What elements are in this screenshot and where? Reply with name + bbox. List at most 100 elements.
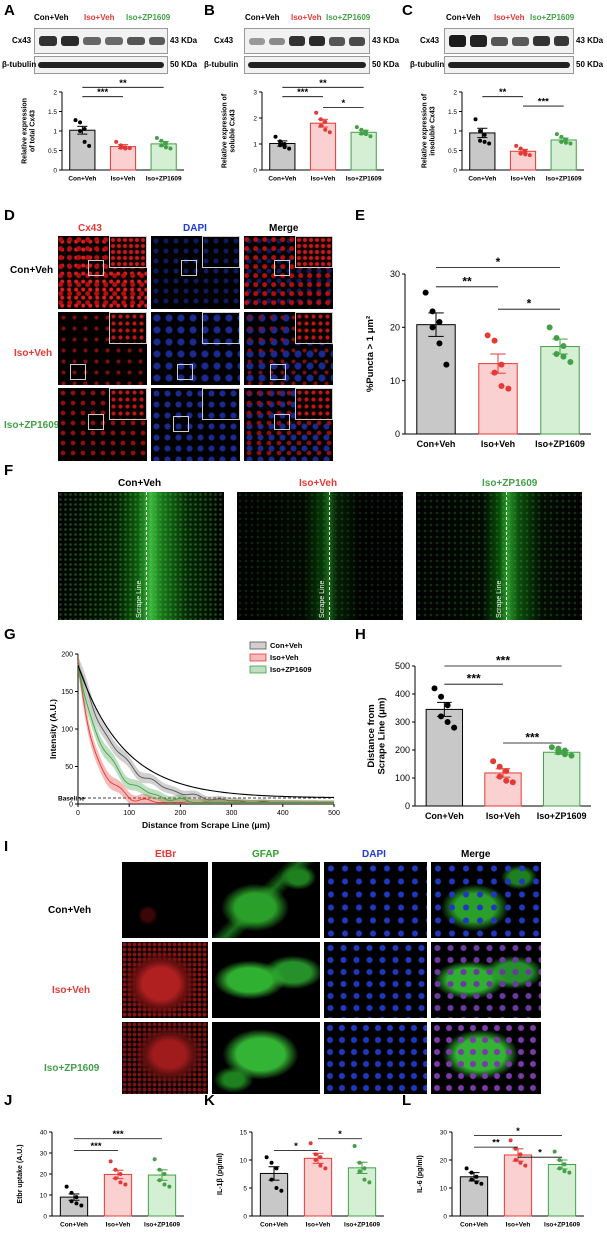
panel-label-k: K <box>204 1092 215 1109</box>
bar <box>69 129 96 171</box>
data-point <box>513 1158 518 1162</box>
data-point <box>162 1182 167 1187</box>
series-line <box>77 664 334 803</box>
x-tick-label: 400 <box>277 810 289 817</box>
panel-label-i: I <box>4 838 9 855</box>
bar <box>484 772 522 807</box>
data-point <box>548 744 555 751</box>
panel-label-f: F <box>4 462 14 479</box>
data-point <box>78 120 83 125</box>
legend-swatch <box>249 653 267 662</box>
y-tick-label: 1 <box>453 128 457 135</box>
y-tick-label: 0 <box>395 429 400 439</box>
data-point <box>367 1180 372 1185</box>
y-axis-label-line: Relative expression of <box>221 93 228 168</box>
data-point <box>79 1203 84 1208</box>
scrape-image-iso-zp1609: Scrape Line <box>416 492 582 620</box>
column-header-merge: Merge <box>269 223 299 234</box>
significance-label: * <box>516 1126 520 1137</box>
data-point <box>167 1184 172 1189</box>
bar <box>459 1176 489 1217</box>
scrape-title-iso-veh: Iso+Veh <box>299 478 338 489</box>
column-header-cx43: Cx43 <box>78 223 102 234</box>
y-tick-label: 1.5 <box>448 109 457 116</box>
data-point <box>503 777 510 784</box>
data-point <box>114 139 119 144</box>
scrape-title-iso-zp1609: Iso+ZP1609 <box>482 478 538 489</box>
panel-label-a: A <box>4 2 15 19</box>
significance-label: ** <box>492 1138 500 1149</box>
x-tick-label: 300 <box>226 810 238 817</box>
panel-label-d: D <box>4 207 15 224</box>
y-axis-label: Relative expressionof total Cx43 <box>21 98 36 164</box>
blot-group-label: Con+Veh <box>34 13 69 22</box>
legend-swatch <box>249 665 267 674</box>
data-point <box>108 1159 113 1164</box>
x-tick-label: Iso+Veh <box>306 1222 331 1229</box>
y-tick-label: 3 <box>253 89 257 96</box>
blot-group-label: Con+Veh <box>446 13 481 22</box>
x-tick-label: Iso+ZP1609 <box>546 176 582 183</box>
data-point <box>282 142 287 146</box>
scrape-line-label: Scrape Line <box>496 580 503 618</box>
y-tick-label: 400 <box>395 689 410 699</box>
micrograph-dapi-iso <box>151 312 240 385</box>
bar <box>547 1163 577 1217</box>
data-point <box>74 1201 79 1206</box>
data-point <box>557 1166 562 1171</box>
row-label-con-veh: Con+Veh <box>48 905 92 916</box>
bar <box>469 132 496 171</box>
data-point <box>484 332 491 339</box>
data-point <box>73 118 78 123</box>
panel-label-b: B <box>204 2 215 19</box>
data-point <box>368 134 373 139</box>
cx43-blot-strip <box>444 28 574 54</box>
blot-kda-50: 50 KDa <box>170 60 198 69</box>
significance-label: *** <box>467 672 481 686</box>
y-axis-label: Distance fromScrape Line (μm) <box>366 697 388 774</box>
data-point <box>518 1152 523 1157</box>
y-axis-label-line: Distance from <box>366 704 377 767</box>
micrograph-merge-con <box>431 862 541 938</box>
significance-label: *** <box>90 1141 101 1152</box>
panel-label-j: J <box>4 1092 13 1109</box>
y-tick-label: 10 <box>40 1192 48 1199</box>
bar <box>550 139 577 171</box>
significance-label: *** <box>496 654 510 668</box>
y-axis-label-line: Relative expression <box>21 98 28 164</box>
legend-swatch <box>249 641 267 650</box>
data-point <box>491 337 498 344</box>
data-point <box>273 134 278 139</box>
fit-curve <box>77 665 335 799</box>
data-point <box>518 146 523 151</box>
data-point <box>359 127 364 132</box>
data-point <box>78 129 83 133</box>
y-axis-label: Relative expression ofsoluble Cx43 <box>221 93 236 168</box>
bar <box>542 751 581 807</box>
bar <box>425 708 464 807</box>
data-point <box>74 1195 79 1200</box>
data-point <box>496 773 503 780</box>
scrape-line-label: Scrape Line <box>136 580 143 618</box>
data-point <box>313 1152 318 1157</box>
blot-kda-43: 43 KDa <box>372 36 400 45</box>
data-point <box>82 139 87 144</box>
data-point <box>444 719 451 725</box>
data-point <box>123 146 128 151</box>
significance-label: * <box>538 1148 542 1159</box>
data-point <box>274 1186 279 1190</box>
y-tick-label: 30 <box>40 1150 48 1157</box>
y-tick-label: 300 <box>395 717 410 727</box>
y-tick-label: 1.5 <box>48 109 57 116</box>
micrograph-merge-iso <box>431 942 541 1018</box>
data-point <box>552 1149 557 1154</box>
bar <box>503 1154 533 1217</box>
bar <box>109 146 137 171</box>
data-point <box>482 139 487 144</box>
y-tick-label: 200 <box>395 745 410 755</box>
chart-b: 0 1 2 3 Relative expression ofsoluble Cx43 Co… <box>221 78 384 183</box>
x-tick-label: Con+Veh <box>425 811 464 821</box>
y-axis-label-line: of total Cx43 <box>29 110 36 152</box>
row-label-iso-zp1609: Iso+ZP1609 <box>44 1063 100 1074</box>
data-point <box>436 319 443 325</box>
